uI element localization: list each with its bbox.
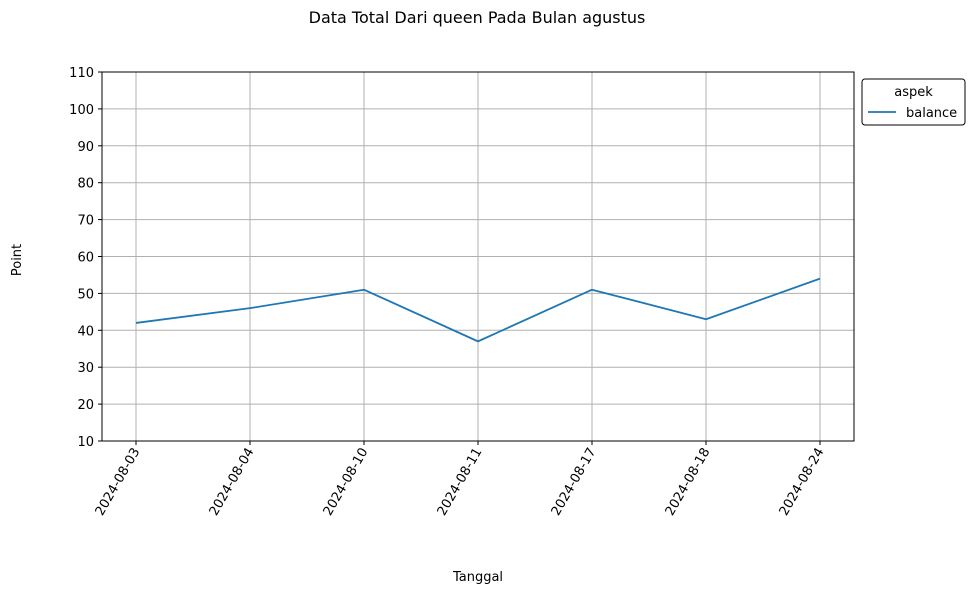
y-tick-label: 10: [77, 435, 94, 450]
y-tick-label: 40: [77, 324, 94, 339]
legend-entry-balance: balance: [906, 106, 957, 121]
x-axis: 2024-08-03 2024-08-04 2024-08-10 2024-08-11…: [93, 441, 828, 519]
y-tick-label: 80: [77, 177, 94, 192]
x-tick-label: 2024-08-24: [777, 446, 828, 519]
y-tick-label: 90: [77, 140, 94, 155]
legend-title: aspek: [894, 85, 933, 100]
y-axis: 10 20 30 40 50 60 70 80 90 100 110: [69, 66, 102, 450]
y-tick-label: 110: [69, 66, 94, 81]
x-tick-label: 2024-08-17: [549, 446, 600, 519]
x-tick-label: 2024-08-10: [321, 446, 372, 519]
y-tick-label: 70: [77, 214, 94, 229]
x-axis-label: Tanggal: [452, 570, 503, 585]
y-tick-label: 60: [77, 251, 94, 266]
series-layer: [135, 277, 821, 343]
y-tick-label: 20: [77, 398, 94, 413]
x-tick-label: 2024-08-11: [435, 446, 486, 519]
grid-lines: [102, 71, 854, 442]
y-tick-label: 30: [77, 361, 94, 376]
x-tick-label: 2024-08-03: [93, 446, 144, 519]
legend-box: [861, 78, 966, 126]
series-line-balance: [135, 277, 821, 343]
y-tick-label: 100: [69, 103, 94, 118]
y-tick-label: 50: [77, 287, 94, 302]
legend: aspek balance: [861, 78, 966, 126]
y-axis-label: Point: [10, 244, 25, 276]
chart-title: Data Total Dari queen Pada Bulan agustus: [309, 8, 646, 27]
x-tick-label: 2024-08-04: [207, 446, 258, 519]
x-tick-label: 2024-08-18: [663, 446, 714, 519]
